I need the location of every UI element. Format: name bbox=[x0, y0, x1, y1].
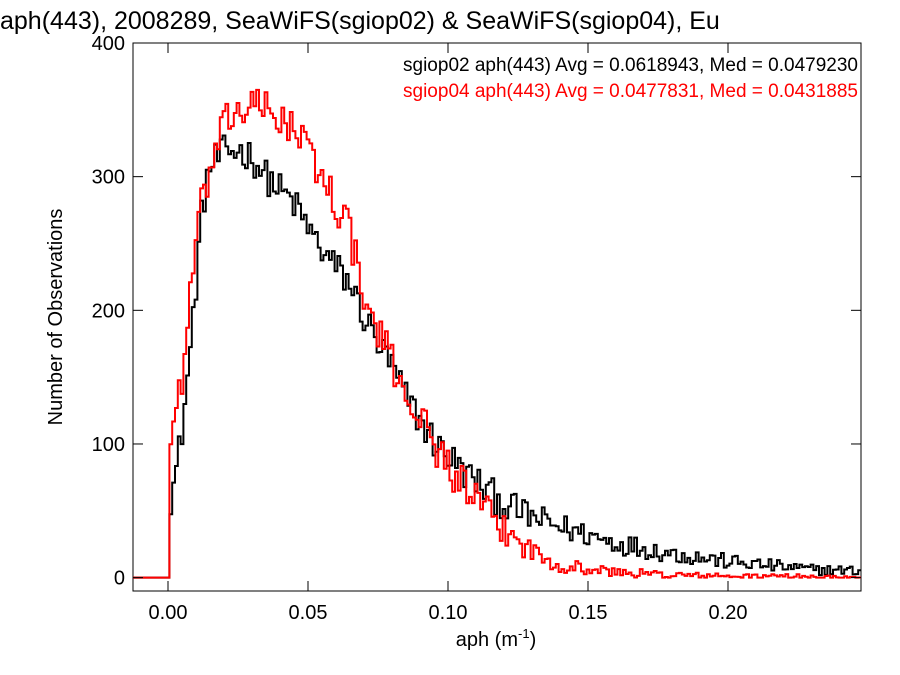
y-tick-label: 100 bbox=[92, 434, 125, 456]
x-tick-label: 0.05 bbox=[289, 602, 328, 624]
x-tick-label: 0.20 bbox=[709, 602, 748, 624]
x-tick-label: 0.10 bbox=[429, 602, 468, 624]
y-tick-label: 400 bbox=[92, 33, 125, 55]
y-tick-label: 0 bbox=[114, 568, 125, 590]
y-axis-label: Number of Observations bbox=[45, 209, 67, 426]
x-axis-label-close: ) bbox=[530, 629, 537, 651]
legend: sgiop02 aph(443) Avg = 0.0618943, Med = … bbox=[403, 55, 858, 102]
series-layer bbox=[133, 88, 861, 579]
x-tick-label: 0.15 bbox=[569, 602, 608, 624]
legend-entry-sgiop04: sgiop04 aph(443) Avg = 0.0477831, Med = … bbox=[403, 81, 858, 102]
series-line-0 bbox=[133, 134, 861, 579]
x-axis-label-superscript: -1 bbox=[518, 626, 530, 641]
plot-frame bbox=[132, 42, 862, 592]
ticks-layer: 0.00 0.05 0.10 0.15 0.20 0 100 200 300 400 bbox=[92, 33, 861, 624]
series-line-1 bbox=[133, 88, 861, 579]
y-tick-label: 200 bbox=[92, 300, 125, 322]
y-tick-label: 300 bbox=[92, 167, 125, 189]
x-axis-label: aph (m-1) bbox=[456, 626, 536, 651]
plot-area: 0.00 0.05 0.10 0.15 0.20 0 100 200 300 400 bbox=[92, 33, 862, 624]
x-tick-label: 0.00 bbox=[149, 602, 188, 624]
legend-entry-sgiop02: sgiop02 aph(443) Avg = 0.0618943, Med = … bbox=[403, 55, 858, 76]
chart-title: aph(443), 2008289, SeaWiFS(sgiop02) & Se… bbox=[0, 7, 720, 35]
x-axis-label-main: aph (m bbox=[456, 629, 518, 651]
